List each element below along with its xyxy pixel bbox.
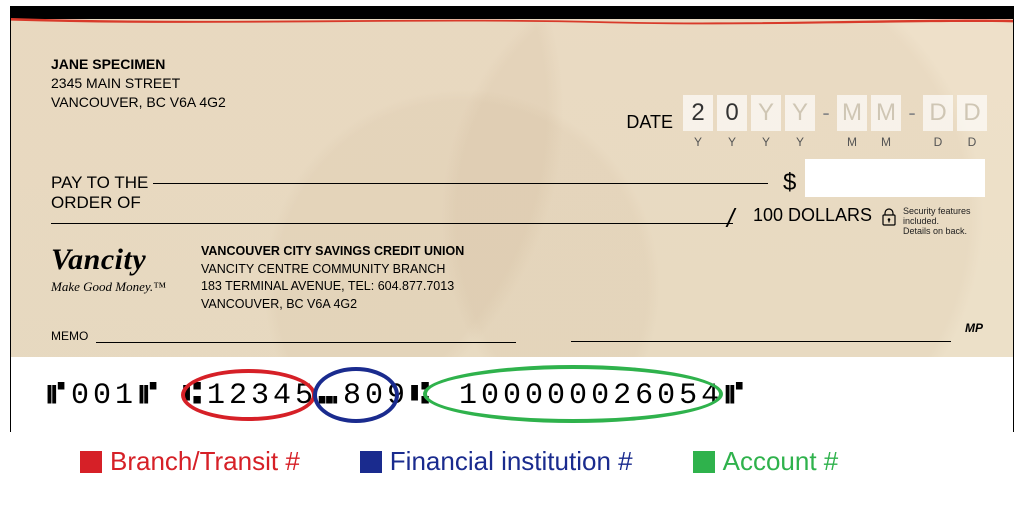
- transit-oval: [181, 369, 316, 421]
- dollar-sign: $: [783, 169, 796, 197]
- cheque: JANE SPECIMEN 2345 MAIN STREET VANCOUVER…: [10, 6, 1014, 432]
- date-dash-2: -: [905, 95, 919, 131]
- mp-mark: MP: [965, 321, 983, 335]
- payer-block: JANE SPECIMEN 2345 MAIN STREET VANCOUVER…: [51, 55, 226, 112]
- legend-sq-blue: [360, 451, 382, 473]
- lock-icon: [881, 207, 897, 227]
- security-line3: Details on back.: [903, 227, 971, 237]
- bank-name: VANCOUVER CITY SAVINGS CREDIT UNION: [201, 243, 464, 261]
- date-box-m2[interactable]: M: [871, 95, 901, 131]
- payer-name: JANE SPECIMEN: [51, 55, 226, 74]
- date-boxes: 2 0 Y Y - M M - D D: [683, 95, 987, 131]
- cheque-paper: JANE SPECIMEN 2345 MAIN STREET VANCOUVER…: [11, 7, 1013, 357]
- memo-line[interactable]: [96, 342, 516, 343]
- micr-symbol: ⑈: [725, 379, 747, 413]
- institution-oval: [313, 367, 399, 423]
- amount-words-line[interactable]: [51, 223, 733, 224]
- legend-transit: Branch/Transit #: [80, 446, 300, 477]
- security-lock: Security features included. Details on b…: [881, 207, 971, 237]
- legend-sq-red: [80, 451, 102, 473]
- signature-line[interactable]: [571, 341, 951, 342]
- amount-slash: /: [727, 203, 734, 234]
- red-stripe: [11, 18, 1013, 25]
- date-under-labels: Y Y Y Y M M D D: [683, 135, 987, 149]
- legend-institution: Financial institution #: [360, 446, 633, 477]
- micr-symbol: ⑈: [47, 379, 69, 413]
- date-box-y2[interactable]: 0: [717, 95, 747, 131]
- date-area: DATE 2 0 Y Y - M M - D D Y Y Y: [626, 95, 987, 149]
- payee-line[interactable]: [153, 183, 768, 184]
- brand-block: Vancity Make Good Money.™: [51, 243, 166, 295]
- dollars-text: 100 DOLLARS: [753, 205, 872, 226]
- brand-tagline: Make Good Money.™: [51, 279, 166, 295]
- bank-address: 183 TERMINAL AVENUE, TEL: 604.877.7013: [201, 278, 464, 296]
- bank-city: VANCOUVER, BC V6A 4G2: [201, 296, 464, 314]
- bank-info: VANCOUVER CITY SAVINGS CREDIT UNION VANC…: [201, 243, 464, 313]
- legend: Branch/Transit # Financial institution #…: [80, 446, 838, 477]
- memo-area: MEMO: [51, 329, 516, 343]
- date-box-d2[interactable]: D: [957, 95, 987, 131]
- payer-city: VANCOUVER, BC V6A 4G2: [51, 93, 226, 112]
- payer-street: 2345 MAIN STREET: [51, 74, 226, 93]
- date-box-d1[interactable]: D: [923, 95, 953, 131]
- pay-to-label: PAY TO THE ORDER OF: [51, 173, 148, 212]
- amount-box[interactable]: [805, 159, 985, 197]
- date-box-m1[interactable]: M: [837, 95, 867, 131]
- legend-sq-green: [693, 451, 715, 473]
- memo-label: MEMO: [51, 329, 88, 343]
- micr-symbol: ⑈: [139, 379, 161, 413]
- date-box-y4[interactable]: Y: [785, 95, 815, 131]
- micr-area: ⑈ 001 ⑈ ⑆ 12345 ⑉ 809 ⑆ 100000026054 ⑈: [11, 357, 1013, 433]
- account-oval: [423, 365, 723, 423]
- legend-account: Account #: [693, 446, 839, 477]
- date-label: DATE: [626, 112, 673, 133]
- brand-name: Vancity: [51, 243, 166, 277]
- date-box-y1[interactable]: 2: [683, 95, 713, 131]
- date-dash-1: -: [819, 95, 833, 131]
- date-box-y3[interactable]: Y: [751, 95, 781, 131]
- bank-branch: VANCITY CENTRE COMMUNITY BRANCH: [201, 261, 464, 279]
- micr-cheque-no: 001: [71, 379, 137, 413]
